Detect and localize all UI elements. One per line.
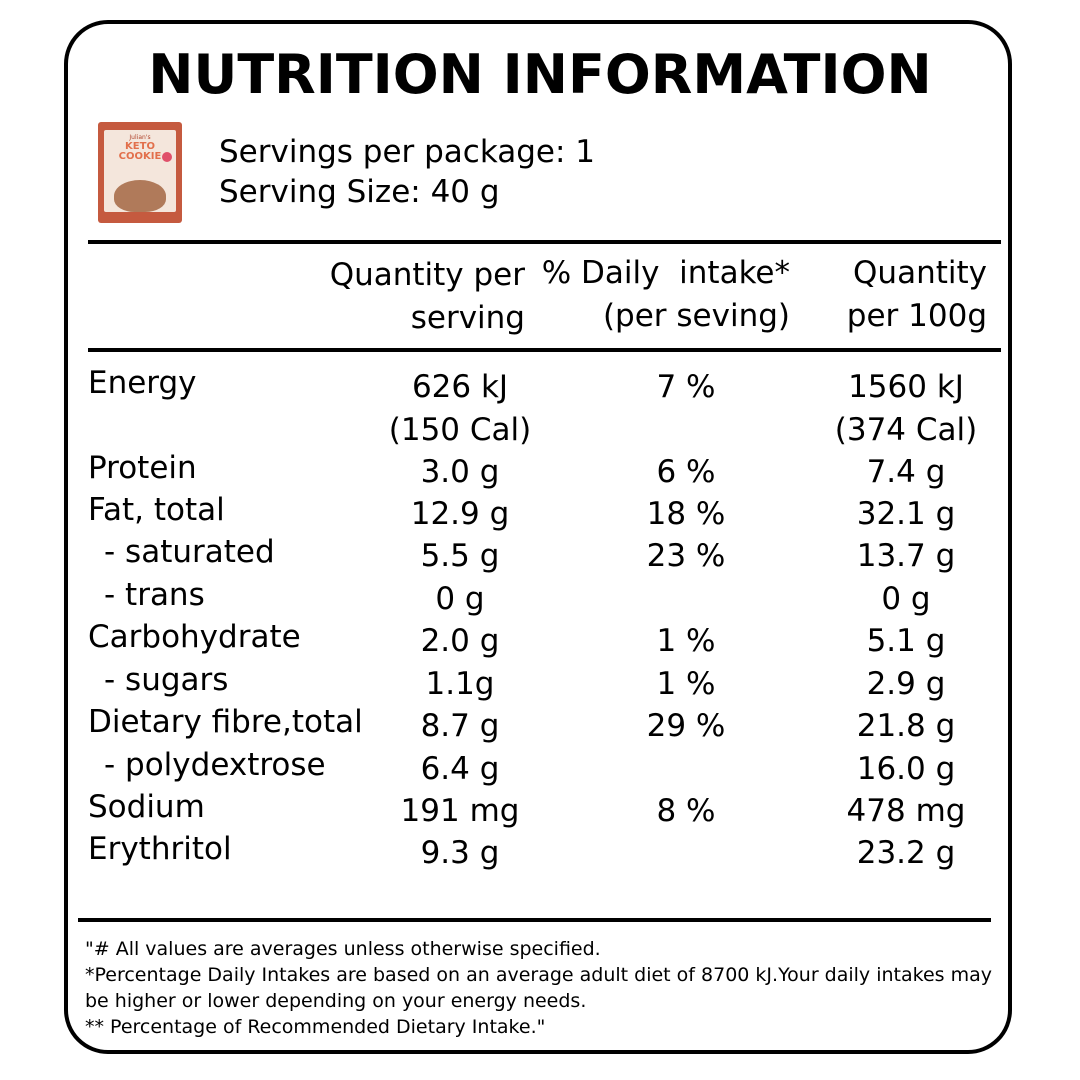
row-q100: 32.1 g <box>856 496 956 532</box>
row-qps: 1.1g <box>425 666 495 702</box>
footnote-line: be higher or lower depending on your ene… <box>85 990 587 1012</box>
table-row: - sugars 1.1g 1 % 2.9 g <box>0 662 1080 705</box>
row-q100: 1560 kJ <box>848 369 964 405</box>
row-q100: 21.8 g <box>856 708 956 744</box>
product-image: Julian's KETO COOKIE <box>98 122 182 223</box>
header-daily-intake: % Daily intake* (per seving) <box>540 252 790 338</box>
row-qps: (150 Cal) <box>388 412 532 448</box>
row-name: - trans <box>104 577 205 613</box>
nutrition-panel <box>64 20 1012 1054</box>
row-qps: 626 kJ <box>411 369 509 405</box>
heart-icon <box>162 152 172 162</box>
header-di-line1: % Daily intake* <box>541 255 790 291</box>
page-title: NUTRITION INFORMATION <box>148 43 932 106</box>
row-name: Protein <box>88 450 197 486</box>
row-qps: 12.9 g <box>410 496 510 532</box>
table-row: Fat, total 12.9 g 18 % 32.1 g <box>0 492 1080 535</box>
row-q100: 23.2 g <box>856 835 956 871</box>
row-di: 1 % <box>656 666 716 702</box>
header-q100-line2: per 100g <box>846 298 987 334</box>
table-row: Sodium 191 mg 8 % 478 mg <box>0 789 1080 832</box>
row-q100: 7.4 g <box>866 454 946 490</box>
row-name: Sodium <box>88 789 205 825</box>
header-q100-line1: Quantity <box>853 255 987 291</box>
divider-header <box>88 348 1001 352</box>
footnote-line: *Percentage Daily Intakes are based on a… <box>85 964 992 986</box>
row-name: Carbohydrate <box>88 619 301 655</box>
table-row: Energy 626 kJ 7 % 1560 kJ <box>0 365 1080 408</box>
serving-size: Serving Size: 40 g <box>219 174 500 210</box>
row-qps: 5.5 g <box>420 538 500 574</box>
table-row: Protein 3.0 g 6 % 7.4 g <box>0 450 1080 493</box>
row-di: 29 % <box>646 708 726 744</box>
table-row: - trans 0 g 0 g <box>0 577 1080 620</box>
product-package: Julian's KETO COOKIE <box>104 130 176 212</box>
row-name: Dietary fibre,total <box>88 704 363 740</box>
row-name: - polydextrose <box>104 747 326 783</box>
footnote-line: "# All values are averages unless otherw… <box>85 938 601 960</box>
row-qps: 3.0 g <box>420 454 500 490</box>
header-qps-line2: serving <box>410 300 525 336</box>
row-qps: 0 g <box>435 581 485 617</box>
row-di: 6 % <box>656 454 716 490</box>
row-di: 1 % <box>656 623 716 659</box>
row-qps: 2.0 g <box>420 623 500 659</box>
table-row: - saturated 5.5 g 23 % 13.7 g <box>0 534 1080 577</box>
row-q100: 5.1 g <box>866 623 946 659</box>
header-quantity-per-serving: Quantity per serving <box>300 254 525 340</box>
row-qps: 6.4 g <box>420 751 500 787</box>
product-brand-text: Julian's <box>129 134 151 141</box>
row-di: 18 % <box>646 496 726 532</box>
row-name: Erythritol <box>88 831 232 867</box>
row-name: - saturated <box>104 534 275 570</box>
row-qps: 9.3 g <box>420 835 500 871</box>
row-di: 8 % <box>656 793 716 829</box>
table-row: Erythritol 9.3 g 23.2 g <box>0 831 1080 874</box>
row-q100: 478 mg <box>846 793 966 829</box>
row-q100: 2.9 g <box>866 666 946 702</box>
table-row: (150 Cal) (374 Cal) <box>0 409 1080 451</box>
cookie-icon <box>114 180 166 212</box>
header-quantity-per-100g: Quantity per 100g <box>820 252 987 338</box>
table-row: Dietary fibre,total 8.7 g 29 % 21.8 g <box>0 704 1080 747</box>
header-qps-line1: Quantity per <box>329 257 525 293</box>
row-di: 23 % <box>646 538 726 574</box>
product-name-text: KETO COOKIE <box>118 141 162 162</box>
footnote-line: ** Percentage of Recommended Dietary Int… <box>85 1016 546 1038</box>
servings-per-package: Servings per package: 1 <box>219 134 596 170</box>
row-q100: 0 g <box>881 581 931 617</box>
row-di: 7 % <box>656 369 716 405</box>
divider-footer <box>78 918 991 922</box>
row-q100: 16.0 g <box>856 751 956 787</box>
divider-top <box>88 240 1001 244</box>
header-di-line2: (per seving) <box>602 298 790 334</box>
row-qps: 191 mg <box>400 793 520 829</box>
table-row: Carbohydrate 2.0 g 1 % 5.1 g <box>0 619 1080 662</box>
row-q100: 13.7 g <box>856 538 956 574</box>
row-name: Fat, total <box>88 492 225 528</box>
row-qps: 8.7 g <box>420 708 500 744</box>
table-row: - polydextrose 6.4 g 16.0 g <box>0 747 1080 790</box>
row-q100: (374 Cal) <box>834 412 978 448</box>
row-name: - sugars <box>104 662 229 698</box>
row-name: Energy <box>88 365 197 401</box>
